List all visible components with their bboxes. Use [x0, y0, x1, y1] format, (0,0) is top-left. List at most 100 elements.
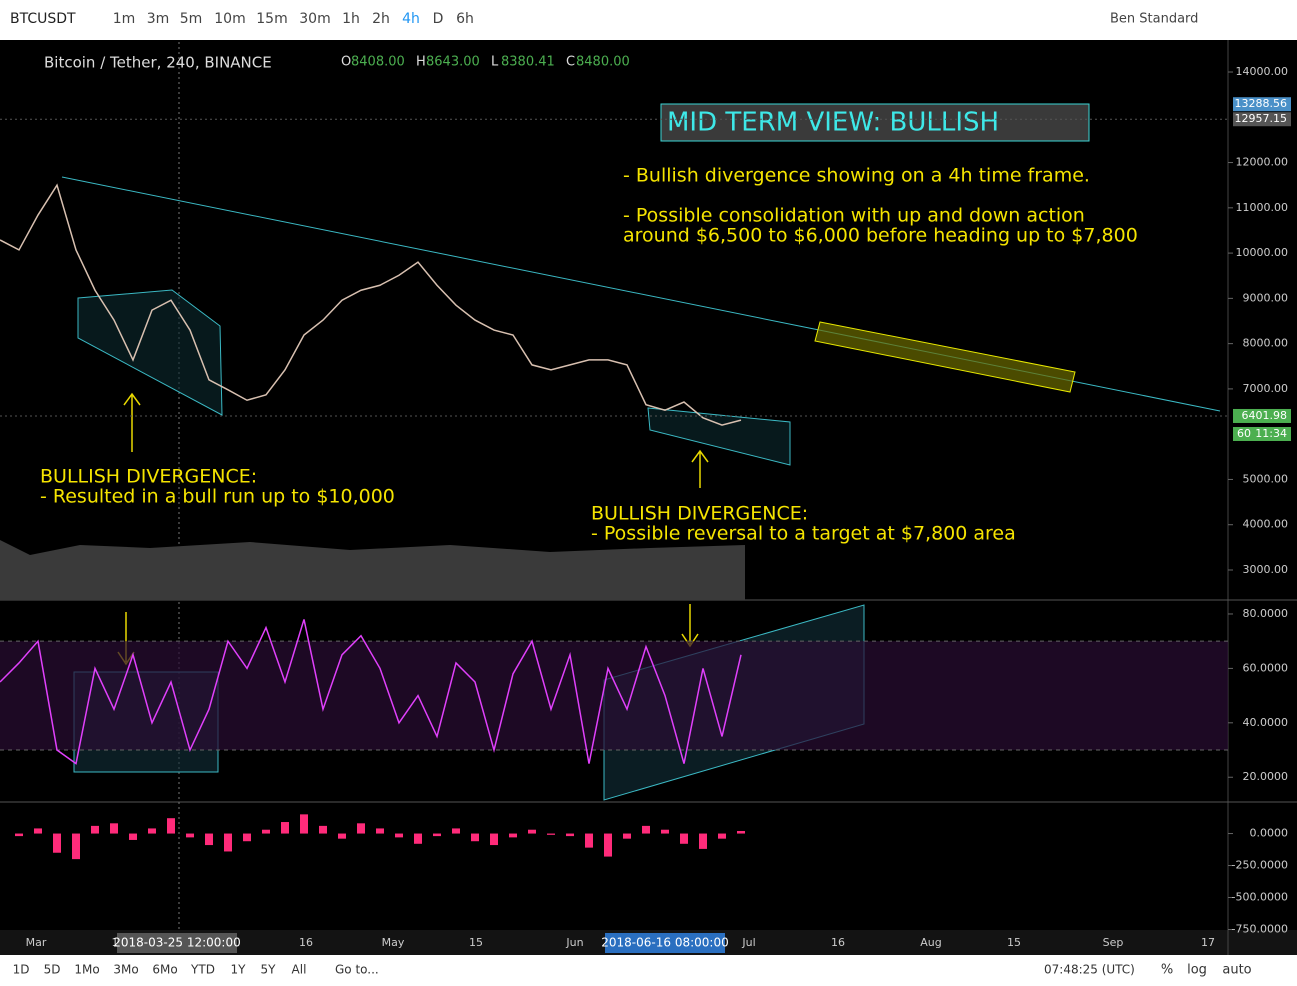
- y-tick-label: -750.0000: [1232, 922, 1288, 935]
- x-tick-label: Mar: [26, 936, 47, 949]
- crosshair-date-bg: [605, 933, 725, 953]
- y-tick-label: 11000.00: [1236, 201, 1289, 214]
- crosshair-date: 2018-03-25 12:00:00: [113, 936, 240, 950]
- interval-button[interactable]: D: [433, 11, 444, 27]
- headline: MID TERM VIEW: BULLISH: [667, 108, 999, 138]
- macd-bar: [623, 833, 631, 839]
- y-tick-label: 3000.00: [1243, 563, 1289, 576]
- y-tick-label: 14000.00: [1236, 65, 1289, 78]
- macd-bar: [699, 833, 707, 849]
- macd-bar: [509, 833, 517, 838]
- interval-button[interactable]: 6h: [456, 11, 474, 27]
- macd-bar: [452, 828, 460, 834]
- range-button[interactable]: 3Mo: [113, 963, 138, 977]
- y-tick-label: 60.0000: [1243, 661, 1289, 674]
- scale-option[interactable]: auto: [1222, 963, 1251, 978]
- label: BULLISH DIVERGENCE:: [591, 503, 808, 525]
- macd-bar: [547, 833, 555, 835]
- x-tick-label: 16: [831, 936, 845, 949]
- macd-bar: [224, 833, 232, 852]
- macd-bar: [433, 833, 441, 837]
- price-tag-label: 12957.15: [1235, 112, 1288, 125]
- interval-button[interactable]: 30m: [299, 11, 330, 27]
- template[interactable]: Ben Standard: [1110, 12, 1198, 27]
- x-tick-label: 16: [299, 936, 313, 949]
- interval-button[interactable]: 10m: [214, 11, 245, 27]
- macd-bar: [566, 833, 574, 837]
- range-button[interactable]: 6Mo: [152, 963, 177, 977]
- y-tick-label: 20.0000: [1243, 770, 1289, 783]
- label: BULLISH DIVERGENCE:: [40, 466, 257, 488]
- range-button[interactable]: 1Mo: [74, 963, 99, 977]
- ohlc-value: 8408.00: [351, 55, 405, 70]
- legend-title[interactable]: Bitcoin / Tether, 240, BINANCE: [44, 54, 272, 72]
- x-tick-label: Aug: [920, 936, 941, 949]
- goto[interactable]: Go to...: [335, 963, 379, 977]
- range-button[interactable]: 5D: [44, 963, 61, 977]
- ohlc-value: 8643.00: [426, 55, 480, 70]
- volume-area: [0, 540, 745, 600]
- macd-bar: [243, 833, 251, 842]
- macd-bar: [528, 829, 536, 834]
- range-button[interactable]: All: [292, 963, 307, 977]
- interval-button[interactable]: 15m: [256, 11, 287, 27]
- interval-button[interactable]: 3m: [147, 11, 170, 27]
- y-tick-label: 4000.00: [1243, 518, 1289, 531]
- price-tag-label: 13288.56: [1235, 97, 1288, 110]
- price-tag: [1233, 112, 1291, 127]
- countdown-price: 60: [1237, 427, 1251, 440]
- y-tick-label: 10000.00: [1236, 246, 1289, 259]
- x-tick-label: Jun: [565, 936, 583, 949]
- scale-option[interactable]: log: [1187, 963, 1207, 978]
- macd-bar: [281, 822, 289, 834]
- macd-bar: [490, 833, 498, 846]
- macd-bar: [186, 833, 194, 838]
- x-tick-label: 15: [469, 936, 483, 949]
- scale-option[interactable]: %: [1161, 963, 1173, 978]
- ohlc-letter: O: [341, 55, 351, 70]
- range-button[interactable]: 5Y: [261, 963, 277, 977]
- range-button[interactable]: YTD: [190, 963, 215, 977]
- note: - Possible consolidation with up and dow…: [623, 205, 1085, 227]
- clock: 07:48:25 (UTC): [1044, 963, 1135, 977]
- macd-bar: [72, 833, 80, 860]
- macd-bar: [167, 818, 175, 834]
- interval-button[interactable]: 1m: [113, 11, 136, 27]
- macd-bar: [737, 830, 745, 834]
- macd-bar: [680, 833, 688, 844]
- x-tick-label: 17: [1201, 936, 1215, 949]
- macd-bar: [148, 828, 156, 834]
- note: - Bullish divergence showing on a 4h tim…: [623, 165, 1090, 187]
- rsi-line: [0, 619, 742, 765]
- x-tick-label: 15: [1007, 936, 1021, 949]
- ohlc-value: 8480.00: [576, 55, 630, 70]
- range-button[interactable]: 1Y: [231, 963, 247, 977]
- y-tick-label: 0.0000: [1250, 827, 1289, 840]
- symbol[interactable]: BTCUSDT: [10, 11, 76, 27]
- price-tag: [1233, 97, 1291, 112]
- channel-drawing: [77, 289, 223, 416]
- price-tag-label: 6401.98: [1242, 409, 1288, 422]
- ohlc-letter: L: [491, 55, 499, 70]
- macd-bar: [110, 823, 118, 834]
- macd-bar: [395, 833, 403, 838]
- macd-bar: [15, 833, 23, 837]
- macd-bar: [376, 828, 384, 834]
- x-tick-label: 1: [112, 936, 119, 949]
- x-tick-label: May: [382, 936, 405, 949]
- price-line: [0, 183, 742, 426]
- macd-bar: [205, 833, 213, 846]
- macd-bar: [414, 833, 422, 844]
- interval-button[interactable]: 1h: [342, 11, 360, 27]
- range-button[interactable]: 1D: [13, 963, 30, 977]
- interval-button[interactable]: 4h: [402, 11, 420, 27]
- headline-box: [660, 103, 1090, 142]
- y-tick-label: 80.0000: [1243, 607, 1289, 620]
- interval-button[interactable]: 2h: [372, 11, 390, 27]
- ohlc-value: 8380.41: [501, 55, 555, 70]
- interval-button[interactable]: 5m: [180, 11, 203, 27]
- y-tick-label: 5000.00: [1243, 472, 1289, 485]
- macd-bar: [357, 823, 365, 834]
